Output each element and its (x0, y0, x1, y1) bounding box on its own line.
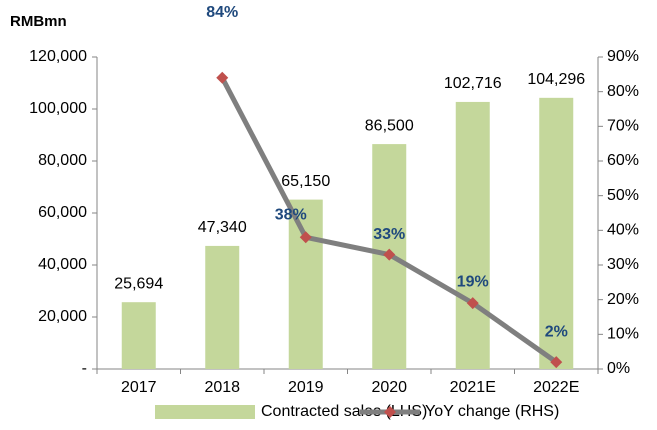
line-label: 38% (275, 206, 307, 223)
bar (455, 101, 490, 369)
x-tick-label: 2018 (204, 379, 240, 396)
bar (121, 302, 156, 369)
line-label: 84% (206, 4, 238, 21)
legend-label: YoY change (RHS) (425, 403, 559, 420)
x-tick-label: 2017 (121, 379, 157, 396)
y-tick-label: 60,000 (38, 204, 87, 221)
y2-tick-label: 0% (607, 360, 630, 377)
y-tick-label: 100,000 (29, 100, 87, 117)
marker (383, 248, 396, 261)
marker (299, 231, 312, 244)
y2-tick-label: 80% (607, 83, 639, 100)
y2-tick-label: 40% (607, 222, 639, 239)
bar-label: 47,340 (198, 219, 247, 236)
y2-tick-label: 10% (607, 326, 639, 343)
bar-label: 102,716 (444, 75, 502, 92)
y-tick-label: - (82, 360, 87, 377)
y2-tick-label: 60% (607, 152, 639, 169)
x-tick-label: 2021E (450, 379, 496, 396)
line-label: 2% (545, 323, 568, 340)
y-tick-label: 20,000 (38, 308, 87, 325)
legend-swatch (155, 405, 255, 419)
x-tick-label: 2020 (371, 379, 407, 396)
y-axis-title: RMBmn (10, 13, 67, 30)
bar-label: 65,150 (281, 173, 330, 190)
y2-tick-label: 30% (607, 256, 639, 273)
y-tick-label: 40,000 (38, 256, 87, 273)
legend-label: Contracted sales (LHS) (261, 403, 427, 420)
bar-label: 104,296 (527, 71, 585, 88)
bar (288, 199, 323, 369)
y2-tick-label: 70% (607, 118, 639, 135)
marker (216, 71, 229, 84)
x-tick-label: 2022E (533, 379, 579, 396)
marker (466, 297, 479, 310)
y2-tick-label: 50% (607, 187, 639, 204)
bar-label: 86,500 (365, 117, 414, 134)
marker (550, 356, 563, 369)
x-tick-label: 2019 (288, 379, 324, 396)
line-label: 19% (457, 273, 489, 290)
line-label: 33% (373, 226, 405, 243)
y-tick-label: 80,000 (38, 152, 87, 169)
bar-label: 25,694 (114, 275, 163, 292)
y2-tick-label: 90% (607, 48, 639, 65)
bar (205, 245, 240, 369)
y2-tick-label: 20% (607, 291, 639, 308)
legend-marker (384, 406, 396, 418)
bar (539, 97, 574, 370)
y-tick-label: 120,000 (29, 48, 87, 65)
